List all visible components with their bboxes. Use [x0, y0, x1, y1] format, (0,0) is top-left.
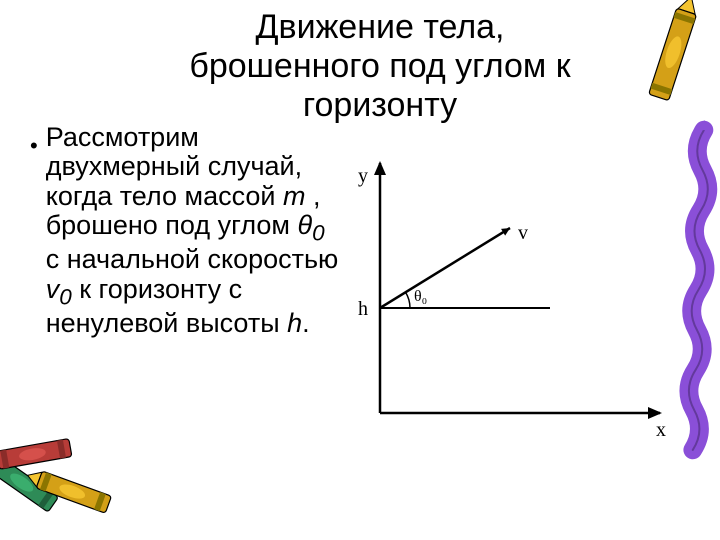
- crayon-yellow-top-right: [660, 0, 690, 102]
- bullet-text-prefix: Рассмотрим двухмерный случай, когда тело…: [46, 122, 302, 210]
- label-theta: θ₀: [414, 288, 427, 306]
- sym-theta: θ: [298, 210, 313, 240]
- label-h: h: [358, 298, 368, 321]
- crayon-yellow-bottom: [55, 445, 81, 535]
- sym-h: h: [287, 308, 302, 338]
- bullet-text-end: .: [302, 308, 310, 338]
- title-line-1: Движение тела,: [255, 8, 504, 46]
- sub-theta: 0: [312, 220, 325, 245]
- title-line-2: брошенного под углом к: [189, 47, 570, 85]
- bullet-item: • Рассмотрим двухмерный случай, когда те…: [30, 123, 340, 338]
- crayon-purple-right: [681, 120, 715, 480]
- sym-m: m: [283, 181, 306, 211]
- bullet-text-mid2: с начальной скоростью: [46, 244, 339, 274]
- sym-v: v: [46, 274, 60, 304]
- sub-v: 0: [59, 284, 72, 309]
- label-v: v: [518, 222, 528, 245]
- axis-label-y: y: [358, 165, 368, 188]
- bullet-text: Рассмотрим двухмерный случай, когда тело…: [46, 123, 340, 338]
- projectile-diagram: y x v h θ₀: [350, 153, 680, 453]
- bullet-marker: •: [30, 123, 38, 338]
- axis-label-x: x: [656, 419, 666, 442]
- bullet-text-mid3: к горизонту с ненулевой высоты: [46, 274, 287, 339]
- slide-title: Движение тела, брошенного под углом к го…: [0, 0, 720, 125]
- diagram-svg: [350, 153, 680, 453]
